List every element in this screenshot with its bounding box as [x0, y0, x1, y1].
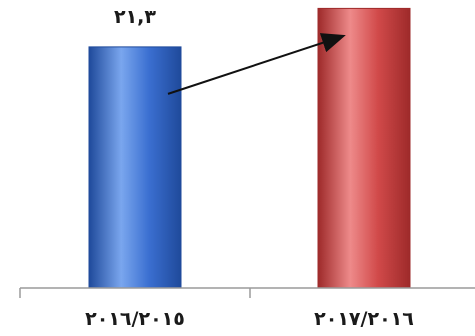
- bar-1: [88, 46, 182, 289]
- trend-arrow: [167, 33, 346, 95]
- bar-2: [317, 7, 411, 289]
- category-label-1: ٢٠١٦/٢٠١٥: [85, 308, 185, 330]
- category-label-2: ٢٠١٧/٢٠١٦: [314, 308, 414, 330]
- bars-layer: [88, 7, 411, 289]
- labels-layer: ٢٠١٦/٢٠١٥ ٢١,٣ ٢٠١٧/٢٠١٦: [85, 6, 414, 330]
- data-label-1: ٢١,٣: [114, 6, 156, 28]
